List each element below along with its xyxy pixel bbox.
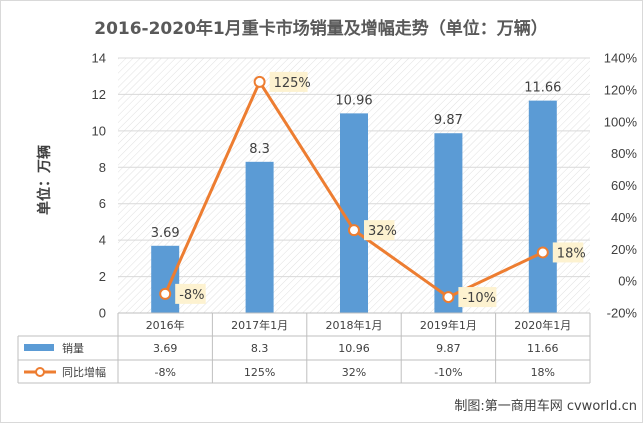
- y2-tick-label: 20%: [611, 242, 637, 257]
- data-table: 2016年 3.69 -8% 2017年1月 8.3 125% 2018年1月 10.96 32…: [17, 312, 591, 384]
- y2-tick-label: 80%: [611, 146, 637, 161]
- growth-label-bg: [552, 242, 584, 263]
- table-cell-sales: 8.3: [251, 342, 269, 355]
- growth-data-label: -8%: [179, 288, 204, 303]
- growth-point: [253, 75, 266, 88]
- legend-key-sales: [24, 344, 54, 351]
- y-tick-label: 2: [99, 269, 106, 284]
- y2-tick-label: 120%: [604, 82, 638, 97]
- y-tick-label: 8: [99, 160, 106, 175]
- bar-data-label: 11.66: [524, 81, 561, 96]
- table-cell-growth: 125%: [244, 366, 275, 379]
- table-cell-sales: 9.87: [436, 342, 461, 355]
- table-cell-sales: 3.69: [153, 342, 178, 355]
- y2-tick-label: 40%: [611, 210, 637, 225]
- table-cell-growth: -10%: [434, 366, 462, 379]
- y-tick-label: 12: [92, 87, 106, 102]
- y2-tick-label: 100%: [604, 114, 638, 129]
- legend-key-growth-marker: [35, 367, 45, 377]
- table-cell-growth: 32%: [342, 366, 366, 379]
- x-category-label: 2020年1月: [514, 318, 571, 332]
- y-axis-right: -20% 0% 20% 40% 60% 80% 100% 120% 140%: [604, 51, 638, 321]
- growth-data-label: 18%: [557, 246, 586, 261]
- y-axis-label: 单位：万辆: [36, 145, 53, 215]
- growth-point: [348, 224, 360, 237]
- y-tick-label: 14: [92, 51, 106, 66]
- x-category-label: 2017年1月: [231, 318, 288, 332]
- growth-label-bg: [458, 287, 497, 308]
- legend-label-sales: 销量: [62, 341, 84, 355]
- x-category-label: 2019年1月: [420, 318, 477, 332]
- bar: [151, 245, 180, 313]
- y-tick-label: 10: [92, 123, 106, 138]
- bar-data-label: 8.3: [249, 142, 270, 157]
- y-tick-label: 6: [99, 196, 106, 211]
- growth-label-bg: [269, 71, 308, 92]
- bar-data-label: 10.96: [335, 93, 372, 108]
- y-tick-label: 0: [99, 306, 106, 321]
- table-cell-sales: 11.66: [527, 342, 559, 355]
- bar: [434, 133, 463, 313]
- growth-point: [536, 246, 549, 259]
- growth-data-label: 32%: [368, 224, 397, 239]
- growth-line-series: -8% 125% 32% -10% 18%: [159, 71, 586, 308]
- growth-data-label: 125%: [274, 76, 311, 91]
- bar: [245, 161, 274, 313]
- x-category-label: 2018年1月: [326, 318, 383, 332]
- bar-data-label: 9.87: [434, 113, 463, 128]
- bar: [528, 100, 557, 313]
- y-axis-left: 0 2 4 6 8 10 12 14: [92, 51, 106, 321]
- growth-label-bg: [364, 220, 395, 241]
- credit-text: 制图:第一商用车网 cvworld.cn: [454, 398, 637, 414]
- growth-label-bg: [175, 283, 206, 304]
- x-category-label: 2016年: [146, 318, 185, 332]
- y-tick-label: 4: [99, 233, 106, 248]
- y2-tick-label: 140%: [604, 51, 638, 66]
- y2-tick-label: 60%: [611, 178, 637, 193]
- y2-tick-label: 0%: [618, 274, 637, 289]
- bar-data-label: 3.69: [151, 226, 180, 241]
- legend-label-growth: 同比增幅: [62, 365, 106, 379]
- table-cell-growth: -8%: [154, 366, 175, 379]
- growth-point: [442, 291, 455, 304]
- y2-tick-label: -20%: [607, 306, 638, 321]
- table-cell-sales: 10.96: [338, 342, 370, 355]
- growth-data-label: -10%: [462, 291, 496, 306]
- growth-point: [159, 287, 172, 300]
- chart-title: 2016-2020年1月重卡市场销量及增幅走势（单位：万辆）: [94, 18, 548, 39]
- table-cell-growth: 18%: [531, 366, 555, 379]
